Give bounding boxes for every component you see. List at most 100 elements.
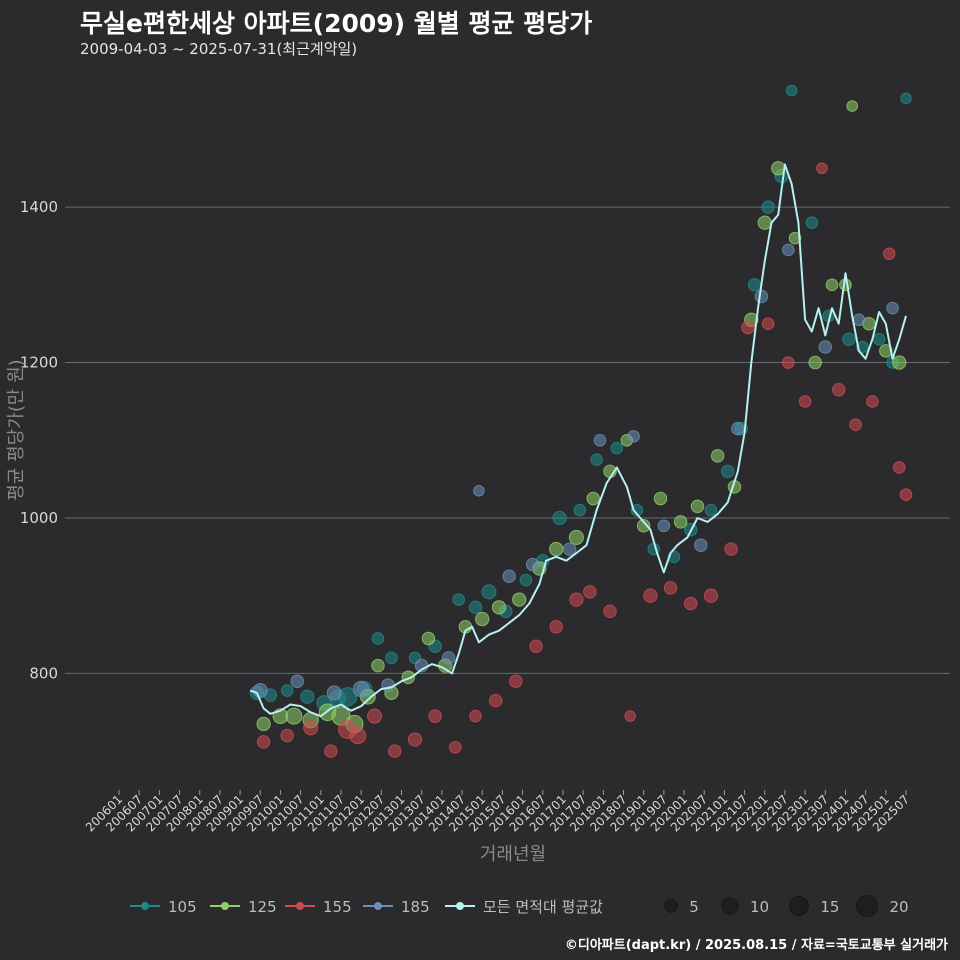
- data-point-155: [349, 727, 367, 745]
- y-tick-label: 1200: [20, 354, 58, 372]
- data-point-185: [326, 685, 342, 701]
- data-point-155: [781, 356, 795, 369]
- data-point-105: [552, 510, 567, 526]
- data-point-105: [761, 200, 775, 214]
- data-point-125: [549, 541, 564, 557]
- data-point-155: [741, 320, 755, 335]
- data-point-105: [704, 503, 718, 517]
- legend-label-155: 155: [323, 898, 352, 916]
- data-point-125: [673, 515, 688, 529]
- data-point-155: [798, 395, 812, 408]
- data-point-155: [831, 383, 846, 397]
- data-point-105: [573, 503, 587, 517]
- size-legend-label: 20: [889, 898, 908, 916]
- data-point-155: [892, 461, 906, 474]
- data-point-125: [690, 499, 705, 514]
- chart-subtitle: 2009-04-03 ~ 2025-07-31(최근계약일): [80, 40, 358, 58]
- data-point-155: [761, 317, 775, 330]
- data-point-155: [407, 732, 423, 747]
- data-point-185: [781, 243, 795, 257]
- x-axis-ticks: 2006012006072007012007072008012008072009…: [83, 790, 912, 835]
- data-point-155: [324, 744, 338, 758]
- average-line-layer: [249, 163, 907, 718]
- data-point-105: [610, 441, 624, 455]
- data-point-185: [852, 313, 866, 327]
- data-point-155: [866, 395, 879, 408]
- legend-label-185: 185: [401, 898, 430, 916]
- data-point-105: [280, 684, 294, 697]
- data-point-185: [657, 519, 671, 533]
- data-point-155: [849, 418, 862, 432]
- data-point-155: [388, 744, 402, 758]
- data-point-105: [371, 632, 385, 645]
- data-point-155: [256, 735, 271, 749]
- data-point-155: [583, 585, 597, 599]
- data-point-125: [371, 658, 385, 673]
- data-point-125: [825, 278, 839, 292]
- data-point-105: [872, 332, 886, 346]
- size-legend-label: 5: [689, 898, 699, 916]
- data-point-125: [879, 344, 893, 358]
- data-point-155: [724, 542, 738, 556]
- data-point-125: [710, 449, 725, 463]
- data-point-155: [603, 604, 617, 618]
- y-axis-ticks: 800 1000 1200 1400: [20, 198, 58, 682]
- data-point-105: [630, 503, 644, 517]
- data-point-185: [525, 557, 540, 572]
- data-point-125: [568, 529, 584, 545]
- data-point-155: [509, 674, 523, 688]
- legend-label-모든 면적대 평균값: 모든 면적대 평균값: [483, 898, 603, 916]
- size-legend-circle: [789, 896, 809, 916]
- data-point-155: [624, 710, 637, 722]
- legend-marker-125: [221, 902, 229, 910]
- data-point-155: [303, 720, 319, 736]
- data-point-105: [300, 689, 315, 704]
- legend-label-105: 105: [168, 898, 197, 916]
- data-point-105: [452, 593, 465, 606]
- data-point-125: [586, 491, 600, 506]
- legend-label-125: 125: [248, 898, 277, 916]
- data-point-125: [475, 611, 490, 627]
- data-point-105: [805, 216, 819, 229]
- data-point-125: [892, 355, 907, 370]
- data-point-105: [519, 573, 533, 587]
- y-tick-label: 1400: [20, 198, 58, 216]
- data-point-185: [252, 682, 268, 699]
- average-line: [249, 163, 907, 718]
- data-point-155: [549, 620, 563, 634]
- data-point-105: [720, 464, 735, 479]
- data-point-185: [886, 301, 899, 315]
- credit-text: ©디아파트(dapt.kr) / 2025.08.15 / 자료=국토교통부 실…: [564, 938, 948, 953]
- data-point-125: [285, 707, 303, 725]
- y-tick-label: 800: [29, 664, 58, 682]
- data-point-185: [731, 421, 745, 436]
- data-point-105: [481, 584, 497, 600]
- data-point-185: [502, 569, 516, 584]
- size-legend-circle: [856, 895, 878, 917]
- data-point-185: [818, 340, 833, 354]
- data-point-155: [428, 709, 442, 723]
- data-point-155: [899, 488, 913, 501]
- data-point-155: [703, 588, 719, 603]
- data-point-105: [468, 600, 483, 615]
- data-point-185: [352, 680, 370, 698]
- data-point-155: [882, 247, 896, 261]
- data-point-155: [663, 581, 678, 595]
- data-point-155: [684, 596, 698, 611]
- data-point-155: [280, 728, 294, 743]
- size-legend-circle: [721, 897, 739, 915]
- data-point-185: [290, 674, 305, 688]
- data-point-155: [488, 693, 503, 708]
- legend-marker-105: [141, 902, 149, 910]
- data-point-185: [562, 542, 577, 556]
- data-point-125: [256, 716, 271, 732]
- data-point-105: [747, 278, 762, 292]
- data-point-125: [636, 519, 651, 533]
- data-point-185: [694, 538, 708, 552]
- legend: 105 125 155 185 모든 면적대 평균값 5 10 15 20: [130, 895, 909, 917]
- data-point-125: [846, 100, 858, 112]
- data-point-185: [754, 289, 769, 304]
- data-point-105: [590, 453, 603, 467]
- data-point-125: [512, 592, 527, 607]
- grid-layer: [65, 206, 950, 674]
